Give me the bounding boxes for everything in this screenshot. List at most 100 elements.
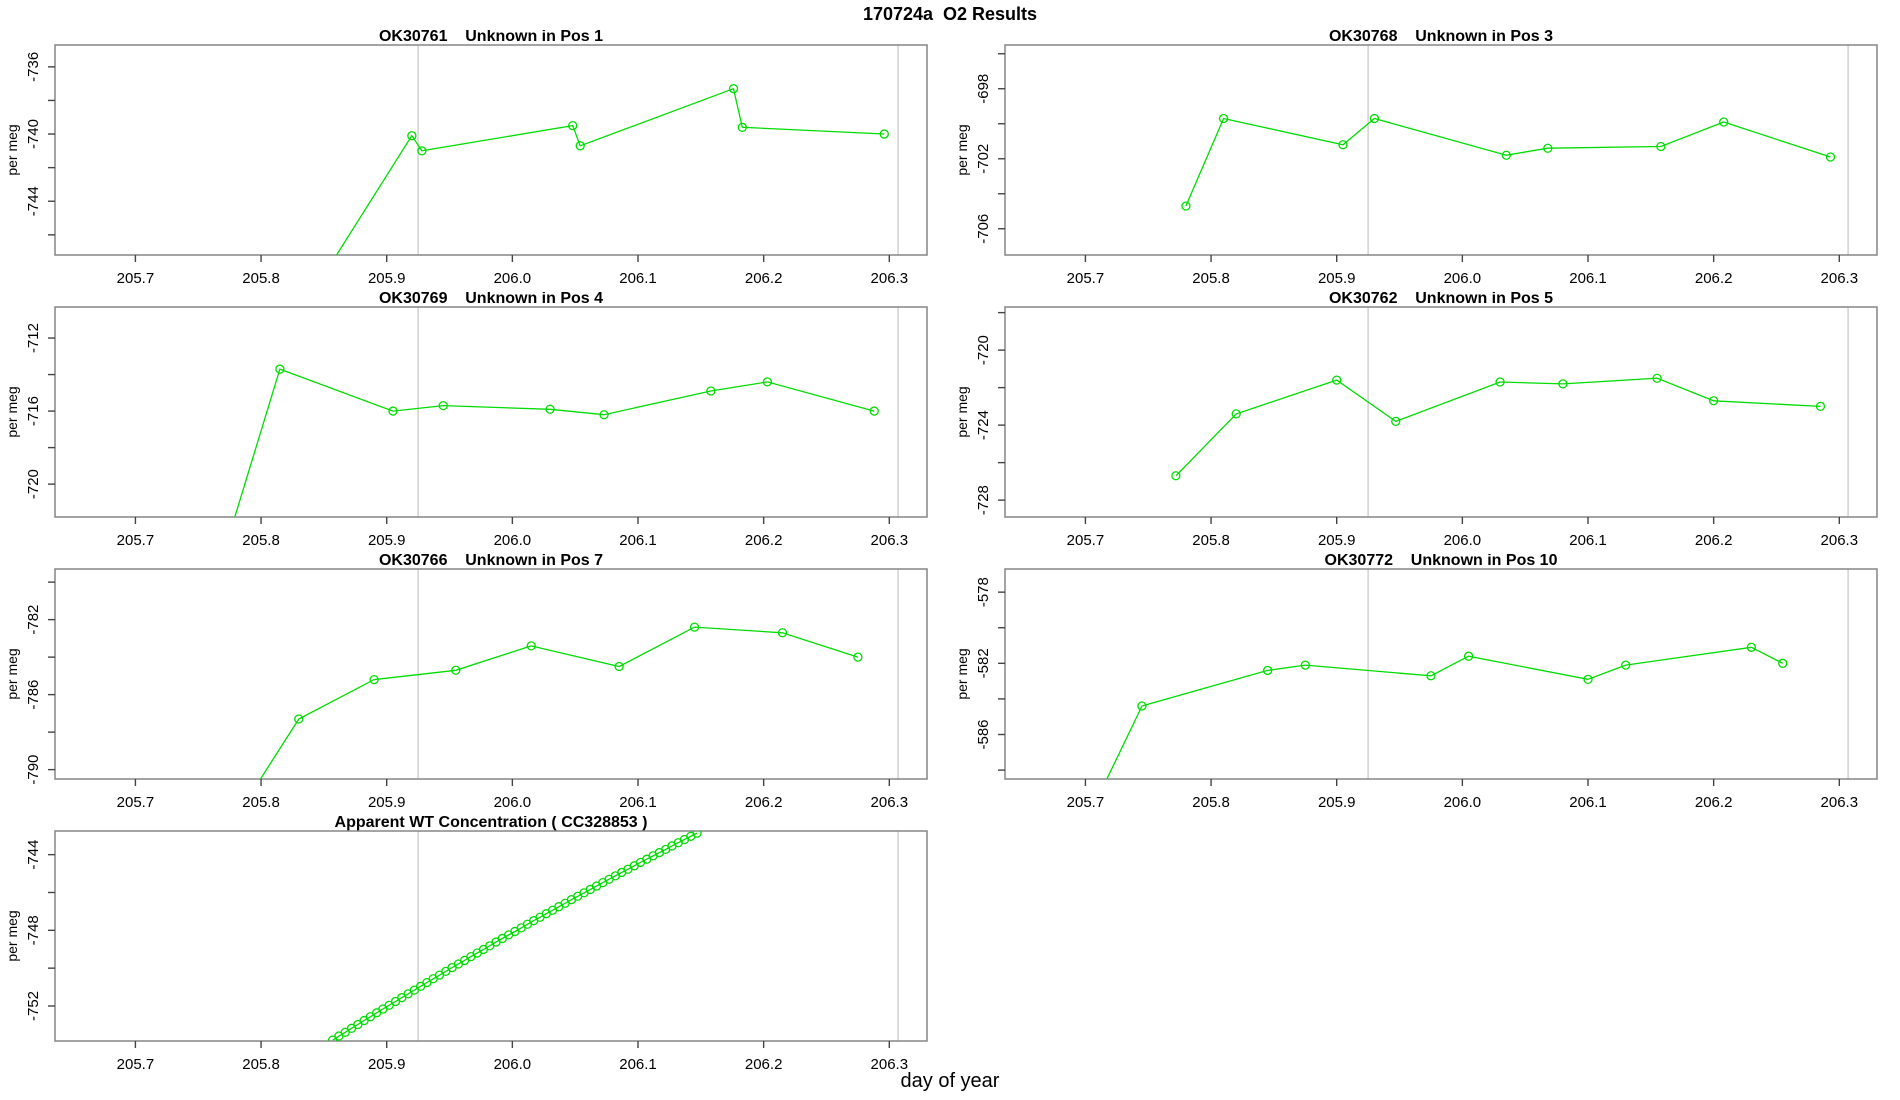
data-point — [689, 622, 700, 632]
y-axis-label: per meg — [4, 124, 20, 175]
x-tick-label: 205.7 — [117, 532, 155, 549]
data-series — [1171, 373, 1826, 481]
x-tick-label: 205.8 — [1192, 532, 1230, 549]
data-point — [737, 122, 747, 132]
x-tick-label: 205.7 — [117, 794, 155, 811]
data-series — [1181, 113, 1836, 211]
x-tick-label: 206.2 — [1695, 794, 1733, 811]
plot-title: OK30761 Unknown in Pos 1 — [379, 30, 603, 45]
data-line — [234, 368, 875, 517]
data-point — [326, 261, 334, 269]
subplot-ok30768-svg: OK30768 Unknown in Pos 3 205.7 205.8 205.9 2… — [954, 30, 1878, 287]
subplot-ok30766-svg: OK30766 Unknown in Pos 7 205.7 205.8 205.9 2… — [4, 554, 928, 811]
x-tick-label: 205.9 — [1318, 532, 1356, 549]
y-tick-label: -740 — [25, 119, 42, 149]
data-line — [332, 832, 698, 1041]
data-point — [1825, 152, 1836, 162]
subplot-ok30768-pos3: OK30768 Unknown in Pos 3 205.7 205.8 205.9 2… — [950, 30, 1900, 292]
data-point — [879, 129, 889, 139]
plot-title: Apparent WT Concentration ( CC328853 ) — [335, 816, 648, 831]
data-line — [1106, 646, 1784, 779]
y-tick-label: -720 — [25, 469, 42, 499]
plot-box — [54, 568, 928, 780]
data-point — [568, 120, 578, 131]
x-tick-label: 205.9 — [368, 1056, 406, 1073]
y-tick-label: -744 — [25, 840, 42, 870]
data-point — [451, 665, 461, 675]
data-point — [526, 641, 536, 651]
x-tick-label: 206.0 — [494, 270, 532, 287]
data-point — [1778, 658, 1788, 668]
data-point — [853, 652, 863, 662]
data-line — [259, 626, 859, 779]
figure-title: 170724a O2 Results — [862, 4, 1038, 24]
y-axis-label: per meg — [4, 910, 20, 961]
y-tick-label: -586 — [975, 719, 992, 749]
data-point — [1652, 373, 1662, 383]
subplot-ok30762-svg: OK30762 Unknown in Pos 5 205.7 205.8 205.9 2… — [954, 292, 1878, 549]
data-point — [1501, 150, 1511, 160]
data-point — [388, 406, 398, 416]
x-tick-label: 206.1 — [1569, 794, 1607, 811]
x-tick-label: 205.7 — [117, 270, 155, 287]
data-point — [1391, 416, 1401, 427]
x-tick-label: 206.3 — [1821, 270, 1859, 287]
x-tick-label: 206.1 — [1569, 532, 1607, 549]
data-point — [1369, 113, 1380, 124]
x-axis-label: day of year — [900, 1070, 1000, 1092]
data-point — [294, 714, 304, 724]
x-tick-label: 206.3 — [871, 270, 909, 287]
plot-title: OK30769 Unknown in Pos 4 — [379, 292, 603, 307]
data-point — [869, 406, 879, 416]
x-tick-label: 205.9 — [368, 794, 406, 811]
y-tick-label: -724 — [975, 410, 992, 440]
x-tick-label: 205.8 — [242, 794, 280, 811]
plot-title: OK30762 Unknown in Pos 5 — [1329, 292, 1553, 307]
data-point — [1815, 401, 1826, 412]
x-tick-label: 205.9 — [368, 532, 406, 549]
data-point — [1218, 113, 1229, 124]
plot-box — [1004, 44, 1878, 256]
y-tick-label: -786 — [25, 680, 42, 710]
data-point — [1709, 396, 1719, 406]
y-axis-label: per meg — [4, 386, 20, 437]
data-point — [1300, 660, 1310, 670]
y-tick-label: -744 — [25, 186, 42, 216]
x-tick-label: 206.3 — [871, 1056, 909, 1073]
y-tick-label: -698 — [975, 74, 992, 104]
subplot-ok30769-pos4: OK30769 Unknown in Pos 4 205.7 205.8 205.9 2… — [0, 292, 950, 554]
x-tick-label: 206.2 — [745, 270, 783, 287]
data-point — [1181, 201, 1191, 211]
subplot-apparent-wt-svg: Apparent WT Concentration ( CC328853 ) 20… — [4, 816, 928, 1073]
y-tick-label: -716 — [25, 396, 42, 426]
y-tick-label: -706 — [975, 214, 992, 244]
data-point — [1463, 651, 1474, 661]
subplot-ok30761-pos1: OK30761 Unknown in Pos 1 205.7 205.8 205.9 2… — [0, 30, 950, 292]
y-tick-label: -748 — [25, 915, 42, 945]
y-axis-label: per meg — [954, 648, 970, 699]
plot-title: OK30768 Unknown in Pos 3 — [1329, 30, 1553, 45]
data-point — [692, 831, 702, 838]
subplot-apparent-wt-concentration: Apparent WT Concentration ( CC328853 ) 20… — [0, 816, 950, 1078]
data-point — [762, 377, 773, 387]
data-line — [335, 87, 885, 255]
x-tick-label: 205.8 — [1192, 270, 1230, 287]
x-tick-label: 206.0 — [1444, 532, 1482, 549]
data-point — [728, 84, 739, 94]
plot-box — [54, 830, 928, 1042]
plot-box — [1004, 568, 1878, 780]
data-point — [545, 404, 555, 414]
x-tick-label: 206.2 — [1695, 270, 1733, 287]
plot-title: OK30772 Unknown in Pos 10 — [1325, 554, 1558, 569]
x-tick-label: 206.1 — [1569, 270, 1607, 287]
data-point — [438, 400, 448, 411]
x-tick-label: 205.9 — [1318, 794, 1356, 811]
x-tick-label: 205.8 — [242, 532, 280, 549]
y-tick-label: -728 — [975, 485, 992, 515]
data-line — [1185, 117, 1831, 207]
y-axis-label: per meg — [954, 386, 970, 437]
data-point — [599, 410, 609, 420]
y-axis-label: per meg — [954, 124, 970, 175]
data-point — [1100, 780, 1108, 788]
x-tick-label: 205.7 — [1067, 270, 1105, 287]
